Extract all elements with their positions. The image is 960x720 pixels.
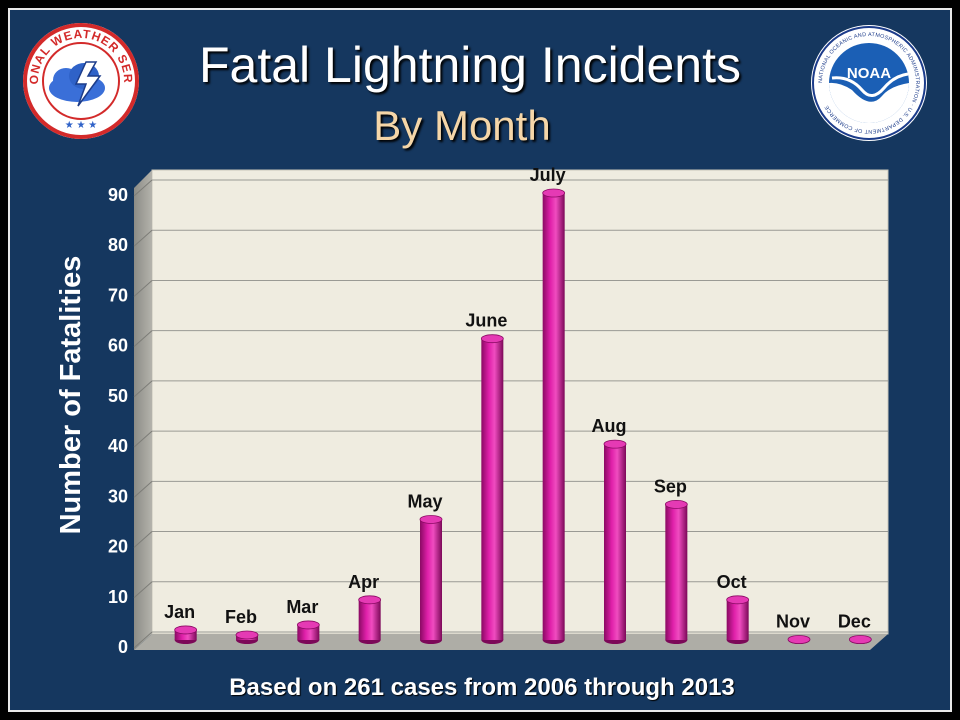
bar xyxy=(174,629,197,640)
bar xyxy=(726,599,749,640)
bar-category-label: Dec xyxy=(838,612,871,632)
bar-category-label: Apr xyxy=(348,572,379,592)
gridline-side xyxy=(133,330,153,348)
y-tick-label: 90 xyxy=(108,185,128,205)
bar-category-label: Nov xyxy=(776,612,810,632)
y-tick-label: 10 xyxy=(108,587,128,607)
bar-top xyxy=(358,595,382,605)
bar-category-label: Jan xyxy=(164,602,195,622)
y-tick-label: 50 xyxy=(108,386,128,406)
nws-logo: NATIONAL WEATHER SERVICE ★ ★ ★ xyxy=(17,11,140,140)
bar-category-label: Mar xyxy=(286,597,318,617)
bar xyxy=(358,599,381,640)
gridline-side xyxy=(133,631,153,649)
y-tick-label: 80 xyxy=(108,235,128,255)
bar xyxy=(420,519,442,640)
chart-subtitle: By Month xyxy=(373,102,551,149)
y-axis-label: Number of Fatalities xyxy=(55,256,87,535)
y-tick-label: 0 xyxy=(118,637,128,657)
y-tick-label: 20 xyxy=(108,537,128,557)
gridline-side xyxy=(133,380,153,398)
plot-floor xyxy=(134,634,888,650)
bar-top xyxy=(542,188,566,198)
chart-footnote: Based on 261 cases from 2006 through 201… xyxy=(229,674,735,701)
bar-category-label: July xyxy=(530,165,566,185)
bar xyxy=(665,504,688,640)
svg-text:★ ★ ★: ★ ★ ★ xyxy=(65,120,97,131)
bar-category-label: Sep xyxy=(654,476,687,496)
gridline-side xyxy=(133,280,153,297)
y-tick-label: 30 xyxy=(108,486,128,506)
bar-category-label: Oct xyxy=(717,572,747,592)
gridline-side xyxy=(133,229,153,247)
bar-category-label: May xyxy=(407,491,442,511)
svg-text:NOAA: NOAA xyxy=(847,65,891,82)
bar-top xyxy=(419,515,443,524)
gridline-side xyxy=(133,581,153,599)
plot-side-wall xyxy=(134,170,152,650)
bar xyxy=(481,338,504,640)
gridline-side xyxy=(133,179,153,197)
bar xyxy=(604,444,626,640)
bar-top xyxy=(235,630,259,640)
bar-top xyxy=(787,635,811,644)
plot-back-wall xyxy=(151,169,889,635)
bar-top xyxy=(296,620,320,630)
y-tick-label: 40 xyxy=(108,436,128,456)
y-tick-label: 60 xyxy=(108,336,128,356)
gridline-side xyxy=(133,531,153,548)
gridline-side xyxy=(133,430,153,448)
noaa-logo: NOAA NATIONAL OCEANIC AND ATMOSPHERIC AD… xyxy=(810,24,928,142)
bar-top xyxy=(848,635,872,644)
bar-category-label: Feb xyxy=(225,607,257,627)
bar-top xyxy=(480,334,504,344)
y-tick-label: 70 xyxy=(108,285,128,305)
bar-top xyxy=(603,439,627,449)
gridline-side xyxy=(133,480,153,498)
bar-top xyxy=(174,625,198,635)
chart-title: Fatal Lightning Incidents xyxy=(198,37,742,93)
bar xyxy=(542,193,565,640)
bar-top xyxy=(664,499,688,509)
bar-top xyxy=(726,595,750,605)
bar-category-label: Aug xyxy=(592,416,627,436)
bar-category-label: June xyxy=(465,311,507,331)
